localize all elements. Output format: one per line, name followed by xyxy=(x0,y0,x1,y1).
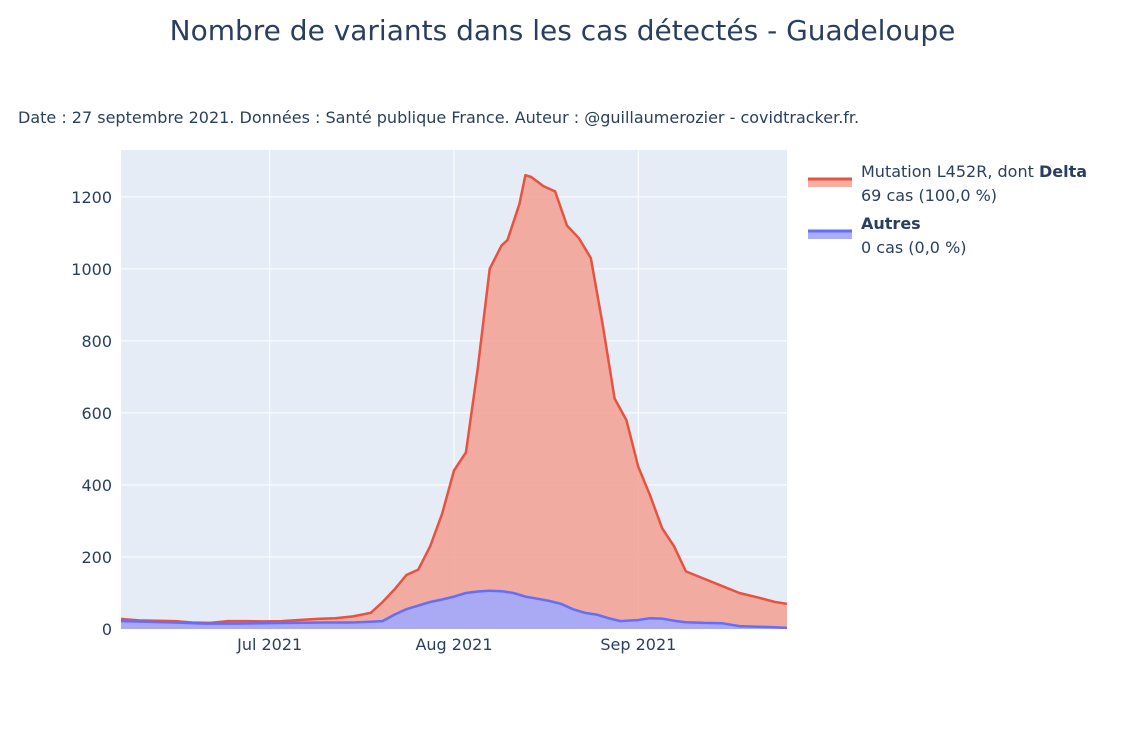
series-autres-line xyxy=(120,589,788,630)
y-tick-label: 600 xyxy=(81,404,112,423)
y-tick-label: 800 xyxy=(81,332,112,351)
axis-labels: 0 200 400 600 800 1000 1200 Jul 2021 Aug 2021 Sep… xyxy=(71,188,676,654)
legend-swatch-fill xyxy=(808,179,852,187)
legend[interactable]: Mutation L452R, dont Delta 69 cas (100,0 … xyxy=(808,162,1087,257)
y-tick-label: 0 xyxy=(102,620,112,639)
legend-item-delta[interactable]: Mutation L452R, dont Delta 69 cas (100,0 … xyxy=(808,162,1087,205)
legend-item-autres[interactable]: Autres 0 cas (0,0 %) xyxy=(808,214,967,257)
y-tick-label: 400 xyxy=(81,476,112,495)
legend-swatch-fill xyxy=(808,231,852,239)
x-tick-label: Sep 2021 xyxy=(600,635,676,654)
y-tick-label: 1200 xyxy=(71,188,112,207)
x-tick-label: Jul 2021 xyxy=(236,635,302,654)
y-tick-label: 1000 xyxy=(71,260,112,279)
legend-detail: 0 cas (0,0 %) xyxy=(861,238,967,257)
x-tick-label: Aug 2021 xyxy=(415,635,492,654)
legend-label: Mutation L452R, dont Delta xyxy=(861,162,1087,181)
chart-subtitle: Date : 27 septembre 2021. Données : Sant… xyxy=(18,108,860,127)
legend-label: Autres xyxy=(861,214,921,233)
series-delta xyxy=(120,173,788,629)
series-autres-area xyxy=(121,590,787,629)
series-delta-area xyxy=(121,175,787,629)
chart-title: Nombre de variants dans les cas détectés… xyxy=(169,14,956,47)
series-delta-line xyxy=(120,173,788,625)
series-layer xyxy=(120,173,788,630)
y-tick-label: 200 xyxy=(81,548,112,567)
series-autres xyxy=(120,589,788,630)
legend-detail: 69 cas (100,0 %) xyxy=(861,186,997,205)
